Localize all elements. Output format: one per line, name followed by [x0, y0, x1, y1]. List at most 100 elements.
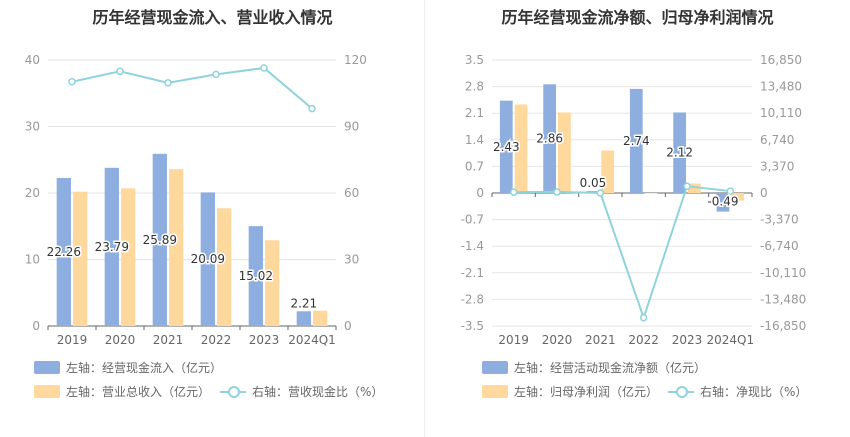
left-axis-tick-label: 3.5: [465, 53, 484, 67]
right-axis-tick-label: 60: [344, 186, 359, 200]
x-axis-category-label: 2019: [57, 333, 88, 347]
bar-blue: [499, 100, 513, 193]
legend-swatch-blue: [482, 361, 508, 374]
ratio-line-point: [164, 79, 172, 87]
ratio-line-point: [212, 70, 220, 79]
ratio-line-point: [116, 67, 124, 76]
left-chart-title: 历年经营现金流入、营业收入情况: [92, 8, 333, 27]
x-axis-category-label: 2023: [249, 333, 280, 347]
left-axis-tick-label: -2.8: [461, 292, 484, 306]
left-axis-tick-label: 0: [32, 319, 40, 333]
left-axis-tick-label: -3.5: [461, 319, 484, 333]
ratio-line-point: [683, 182, 691, 191]
right-axis-tick-label: -6,740: [760, 239, 799, 253]
legend-item-cash-inflow[interactable]: 左轴：经营现金流入（亿元）: [34, 359, 222, 376]
bar-blue: [716, 193, 730, 212]
legend-label: 右轴：营收现金比（%）: [252, 385, 384, 399]
right-axis-tick-label: 30: [344, 253, 359, 267]
legend-label: 左轴：营业总收入（亿元）: [66, 385, 211, 399]
left-axis-tick-label: 20: [25, 186, 40, 200]
left-axis-tick-label: -0.7: [461, 213, 484, 227]
left-axis-tick-label: 0: [476, 186, 484, 200]
ratio-line: [71, 66, 313, 110]
legend-item-cash-ratio[interactable]: 右轴：营收现金比（%）: [220, 383, 383, 400]
panel-divider: [424, 0, 425, 437]
bar-value-label: 2.43: [493, 140, 520, 154]
x-axis-category-label: 2024Q1: [288, 333, 336, 347]
bar-blue: [104, 167, 119, 326]
right-axis-tick-label: 3,370: [760, 159, 794, 173]
bar-blue: [629, 88, 643, 193]
ratio-line-point: [68, 77, 76, 86]
left-axis-tick-label: -1.4: [461, 239, 484, 253]
right-axis-tick-label: -16,850: [760, 319, 806, 333]
right-axis-tick-label: 0: [344, 319, 352, 333]
bar-value-label: 22.26: [47, 245, 81, 259]
right-axis-tick-label: 0: [760, 186, 768, 200]
bar-value-label: 23.79: [95, 240, 129, 254]
left-axis-tick-label: 1.4: [465, 133, 484, 147]
x-axis-category-label: 2021: [585, 333, 616, 347]
right-axis-tick-label: 120: [344, 53, 367, 67]
legend-item-net-profit[interactable]: 左轴：归母净利润（亿元）: [482, 383, 658, 400]
bar-value-label: 25.89: [143, 233, 177, 247]
bar-orange: [644, 193, 658, 194]
ratio-line-point: [553, 188, 561, 196]
legend-item-revenue[interactable]: 左轴：营业总收入（亿元）: [34, 383, 210, 400]
right-axis-tick-label: -3,370: [760, 213, 799, 227]
bar-orange: [688, 183, 701, 193]
left-chart-panel: 历年经营现金流入、营业收入情况 0 10 20 30 40 0 30 60 90 120 2019 2…: [25, 8, 384, 400]
right-axis-tick-label: 90: [344, 120, 359, 134]
ratio-line-point: [726, 187, 735, 195]
x-axis-category-label: 2022: [201, 333, 232, 347]
bar-value-label: 2.86: [536, 132, 563, 146]
ratio-line-point: [639, 313, 648, 322]
bar-value-label: 2.21: [290, 296, 317, 310]
legend-label: 左轴：归母净利润（亿元）: [514, 385, 659, 399]
right-axis-tick-label: 6,740: [760, 133, 794, 147]
ratio-line-point: [509, 188, 518, 196]
legend-label: 左轴：经营活动现金流净额（亿元）: [514, 361, 707, 375]
bar-orange: [313, 310, 328, 326]
right-axis-tick-label: 13,480: [760, 80, 802, 94]
ratio-line-point: [260, 64, 268, 72]
bar-value-label: 2.74: [623, 134, 650, 148]
bar-blue: [543, 84, 556, 193]
legend-swatch-line: [220, 385, 246, 398]
bar-orange: [169, 169, 184, 326]
bar-orange: [514, 104, 528, 193]
ratio-line-point: [308, 104, 316, 113]
left-axis-tick-label: 2.8: [465, 80, 484, 94]
bar-value-label: 15.02: [239, 269, 273, 283]
right-chart-plot: -3.5 -2.8 -2.1 -1.4 -0.7 0 0.7 1.4 2.1 2.8 3.5 -16,…: [461, 53, 807, 347]
x-axis-category-label: 2021: [153, 333, 184, 347]
x-axis-category-label: 2019: [498, 333, 529, 347]
legend-label: 左轴：经营现金流入（亿元）: [66, 361, 223, 375]
right-axis-tick-label: 16,850: [760, 53, 802, 67]
x-axis-category-label: 2024Q1: [707, 333, 755, 347]
x-axis-category-label: 2020: [105, 333, 136, 347]
bar-orange: [558, 112, 571, 193]
ratio-line-point: [596, 189, 605, 197]
bar-orange: [73, 191, 88, 326]
bar-value-label: 2.12: [666, 146, 693, 160]
legend-label: 右轴：净现比（%）: [700, 385, 808, 399]
legend-swatch-blue: [34, 361, 60, 374]
right-chart-title: 历年经营现金流净额、归母净利润情况: [501, 8, 774, 27]
left-axis-tick-label: 30: [25, 120, 40, 134]
left-axis-tick-label: -2.1: [461, 266, 484, 280]
left-axis-tick-label: 2.1: [465, 106, 484, 120]
right-chart-panel: 历年经营现金流净额、归母净利润情况 -3.5 -2.8 -2.1 -1.4 -0.7 0 0…: [425, 0, 850, 437]
legend-item-net-cash-ratio[interactable]: 右轴：净现比（%）: [668, 383, 807, 400]
legend-item-net-cash-flow[interactable]: 左轴：经营活动现金流净额（亿元）: [482, 359, 706, 376]
bar-blue: [296, 311, 311, 326]
right-axis-tick-label: 10,110: [760, 106, 802, 120]
bar-orange: [217, 208, 232, 326]
legend-swatch-line: [668, 385, 694, 398]
left-axis-tick-label: 40: [25, 53, 40, 67]
left-chart-plot: 0 10 20 30 40 0 30 60 90 120 2019 2020 2021 2022 2023 2…: [25, 53, 367, 347]
legend-swatch-orange: [482, 385, 508, 398]
ratio-line: [513, 185, 731, 321]
left-axis-tick-label: 10: [25, 253, 40, 267]
legend-swatch-orange: [34, 385, 60, 398]
